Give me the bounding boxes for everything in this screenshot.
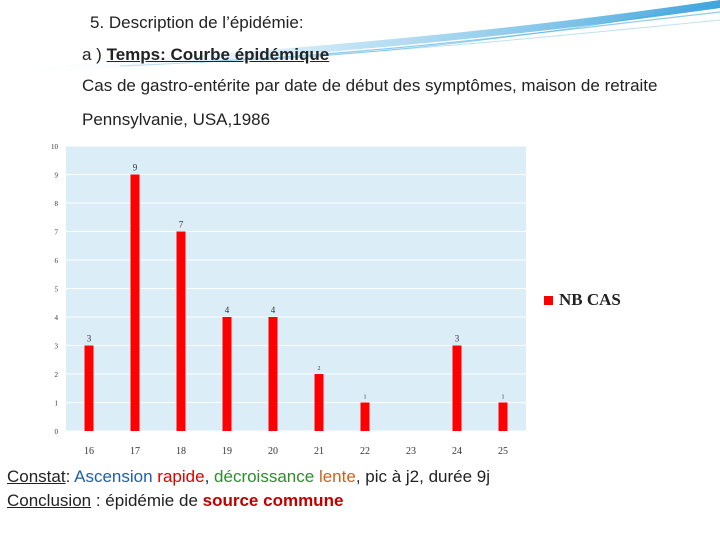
x-tick-label: 19: [222, 446, 232, 457]
y-tick-label: 9: [55, 172, 59, 180]
constat-comma: ,: [204, 467, 210, 486]
x-tick-label: 18: [176, 446, 186, 457]
x-tick-label: 24: [452, 446, 462, 457]
legend-label: NB CAS: [559, 290, 621, 309]
chart-legend: NB CAS: [544, 290, 621, 310]
x-tick-label: 20: [268, 446, 278, 457]
bar: [84, 345, 94, 431]
constat-ascension: Ascension: [74, 467, 153, 486]
constat-rest: , pic à j2, durée 9j: [355, 467, 491, 486]
y-tick-label: 10: [51, 143, 59, 151]
conclusion-middle: : épidémie de: [91, 491, 198, 510]
bar: [222, 317, 232, 431]
y-tick-label: 5: [55, 286, 59, 294]
y-tick-label: 0: [55, 428, 59, 436]
x-tick-label: 16: [84, 446, 94, 457]
data-label: 1: [502, 395, 505, 401]
x-tick-label: 25: [498, 446, 508, 457]
bar: [314, 374, 324, 431]
y-tick-label: 4: [55, 314, 59, 322]
bar: [360, 402, 370, 431]
y-tick-label: 7: [55, 229, 59, 237]
decorative-swoosh: [0, 0, 720, 75]
legend-swatch: [544, 295, 553, 305]
subtitle-text: Temps: Courbe épidémique: [106, 45, 330, 64]
data-label: 1: [364, 395, 367, 401]
data-label: 7: [179, 220, 184, 230]
constat-lente: lente: [318, 467, 356, 486]
data-label: 3: [455, 334, 460, 344]
chart-description: Cas de gastro-entérite par date de début…: [82, 76, 658, 129]
x-tick-label: 17: [130, 446, 140, 457]
x-tick-label: 21: [314, 446, 324, 457]
bar: [452, 345, 462, 431]
bar: [498, 402, 508, 431]
conclusion-label: Conclusion: [7, 491, 92, 510]
constat-rapide: rapide: [157, 467, 205, 486]
bar: [176, 231, 186, 431]
data-label: 9: [133, 163, 138, 173]
y-tick-label: 8: [55, 200, 59, 208]
subtitle-prefix: a ): [82, 45, 102, 64]
bar: [130, 174, 140, 431]
y-tick-label: 6: [55, 257, 59, 265]
bar: [268, 317, 278, 431]
constat-line: Constat: Ascension rapide, décroissance …: [7, 467, 490, 487]
slide-title: 5. Description de l’épidémie:: [90, 13, 304, 32]
x-tick-label: 23: [406, 446, 416, 457]
data-label: 4: [271, 305, 276, 315]
constat-decroissance: décroissance: [214, 467, 315, 486]
conclusion-highlight: source commune: [202, 491, 344, 510]
y-tick-label: 1: [55, 400, 59, 408]
constat-label: Constat: [7, 467, 66, 486]
x-tick-label: 22: [360, 446, 370, 457]
subtitle: a ) Temps: Courbe épidémique: [82, 45, 329, 65]
y-tick-label: 3: [55, 343, 59, 351]
data-label: 2: [318, 366, 321, 372]
constat-colon: :: [65, 467, 71, 486]
conclusion-line: Conclusion : épidémie de source commune: [7, 491, 343, 511]
y-tick-label: 2: [55, 371, 59, 379]
data-label: 4: [225, 305, 230, 315]
data-label: 3: [87, 334, 92, 344]
